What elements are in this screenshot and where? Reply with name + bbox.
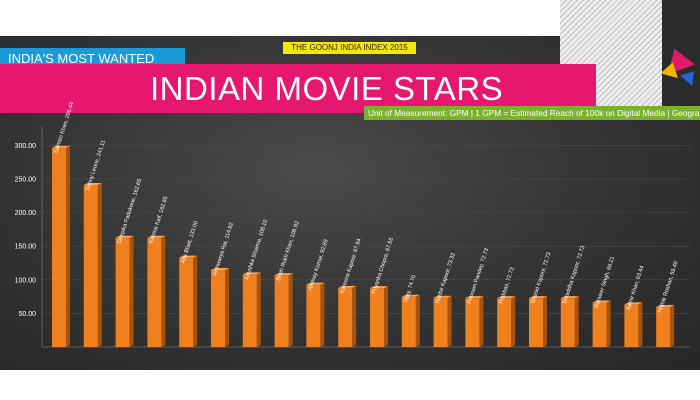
bar-top [433,295,452,298]
bar-top [211,267,229,270]
bar [211,269,225,347]
bar-top [465,296,484,299]
bar-side [638,302,643,347]
bar-side [479,296,484,347]
bar-side [256,272,261,347]
bar [338,287,353,347]
bar-top [656,305,675,308]
bar-top [52,145,70,148]
bar-side [511,296,516,347]
bar-top [306,282,325,285]
bar-top [592,300,611,303]
bar-side [606,300,611,347]
bar [115,237,130,347]
y-tick-label: 50.00 [18,311,36,318]
bar-top [370,286,388,289]
bar-top [338,285,357,288]
bar-top [147,235,166,238]
decorative-dark-corner [662,0,700,118]
bar-side [574,296,579,347]
bar [465,298,480,347]
bar-side [66,145,70,347]
bar [529,298,543,347]
bar-top [529,296,547,299]
data-label: Priyanka Chopra, 87.55 [371,237,395,295]
bar [83,185,98,347]
bar-top [179,255,198,258]
bar-top [83,183,102,186]
bar [656,307,671,347]
bar [370,288,384,347]
bar [179,257,194,347]
index-badge: THE GOONJ INDIA INDEX 2015 [283,42,416,54]
data-label: Anushka Sharma, 108.10 [244,219,269,281]
data-label: Deepika Padukone, 162.65 [117,178,144,244]
bar-side [193,255,198,347]
bar-top [401,294,420,297]
data-label: Shah Rukh Khan, 106.92 [276,220,301,281]
bar-top [115,235,134,238]
bar-top [497,296,516,299]
bar-side [320,282,325,347]
y-tick-label: 300.00 [15,143,37,150]
bar [497,298,512,347]
y-tick-label: 200.00 [15,210,37,217]
bar-top [274,273,293,276]
bar [401,296,416,347]
bar-side [288,273,293,347]
bar [306,284,321,347]
bar-side [415,294,420,347]
page-title: INDIAN MOVIE STARS [0,64,596,113]
bar-top [242,272,261,275]
data-label: Shraddha Kapoor, 72.73 [562,245,586,305]
bar-side [670,305,675,347]
bar-side [384,286,388,347]
bar [433,297,448,347]
bar [560,298,575,347]
bar-side [129,235,134,347]
bar-side [225,267,229,347]
bar [592,302,607,347]
bar-side [352,285,357,347]
bar-side [161,235,166,347]
bar-side [447,295,452,347]
bar-side [97,183,102,347]
bar [624,304,639,347]
bar [52,147,66,347]
bar [147,237,162,347]
unit-note: Unit of Measurement: GPM | 1 GPM = Estim… [364,106,700,120]
bar [274,275,289,347]
y-tick-label: 150.00 [15,244,37,251]
bar-side [543,296,547,347]
bar [242,274,257,347]
bar-top [560,296,579,299]
bar-top [624,302,643,305]
y-tick-label: 250.00 [15,177,37,184]
y-tick-label: 100.00 [15,277,37,284]
